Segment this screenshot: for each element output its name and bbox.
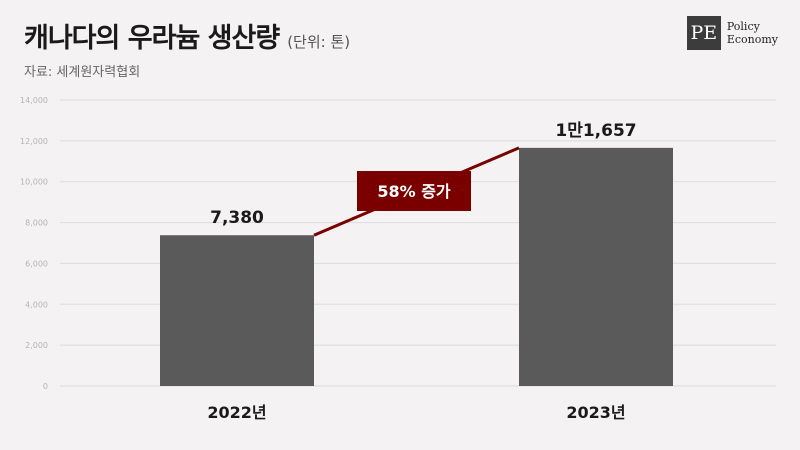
chart-header: 캐나다의 우라늄 생산량 (단위: 톤) 자료: 세계원자력협회 xyxy=(24,16,350,80)
y-tick-label: 8,000 xyxy=(25,219,48,228)
logo-mark: PE xyxy=(686,16,721,50)
y-tick-label: 14,000 xyxy=(20,96,48,105)
y-tick-label: 2,000 xyxy=(25,341,48,350)
growth-annotation-label: 58% 증가 xyxy=(377,182,451,201)
y-tick-label: 6,000 xyxy=(25,259,48,268)
y-tick-label: 4,000 xyxy=(25,300,48,309)
growth-annotation-box xyxy=(357,171,471,211)
bar-value-label: 1만1,657 xyxy=(555,121,636,141)
x-tick-label: 2023년 xyxy=(566,403,625,422)
unit-label: (단위: 톤) xyxy=(287,33,351,51)
y-tick-label: 12,000 xyxy=(20,137,48,146)
chart-title: 캐나다의 우라늄 생산량 xyxy=(24,23,280,54)
x-tick-label: 2022년 xyxy=(207,403,266,422)
y-tick-label: 10,000 xyxy=(20,178,48,187)
logo-line-1: Policy xyxy=(726,20,760,33)
bar xyxy=(519,147,673,386)
y-tick-label: 0 xyxy=(43,382,48,391)
title-row: 캐나다의 우라늄 생산량 (단위: 톤) xyxy=(24,16,350,55)
bar xyxy=(160,235,314,386)
bar-value-label: 7,380 xyxy=(210,208,264,228)
policy-economy-logo: PE Policy Economy xyxy=(686,16,778,50)
source-label: 자료: 세계원자력협회 xyxy=(24,65,141,80)
logo-line-2: Economy xyxy=(726,33,778,46)
logo-text: Policy Economy xyxy=(727,20,778,46)
